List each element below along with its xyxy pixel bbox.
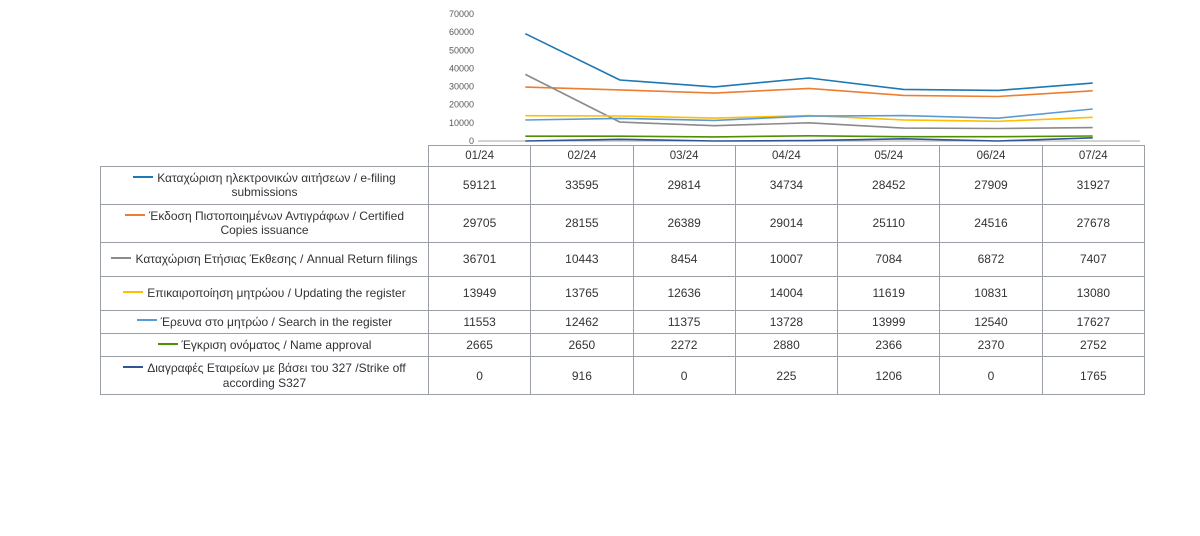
- table-cell: 14004: [735, 276, 837, 310]
- legend-cell-name: Έγκριση ονόματος / Name approval: [101, 333, 429, 356]
- legend-label: Καταχώριση ηλεκτρονικών αιτήσεων / e-fil…: [157, 171, 396, 199]
- column-header: 04/24: [735, 146, 837, 167]
- table-cell: 25110: [838, 204, 940, 242]
- column-header: 05/24: [838, 146, 940, 167]
- table-cell: 12462: [531, 310, 633, 333]
- legend-label: Διαγραφές Εταιρείων με βάσει του 327 /St…: [147, 361, 406, 389]
- table-cell: 36701: [428, 242, 530, 276]
- table-cell: 12636: [633, 276, 735, 310]
- table-cell: 24516: [940, 204, 1042, 242]
- table-cell: 225: [735, 357, 837, 395]
- table-cell: 33595: [531, 167, 633, 205]
- table-cell: 27678: [1042, 204, 1144, 242]
- svg-text:50000: 50000: [449, 45, 474, 55]
- table-cell: 12540: [940, 310, 1042, 333]
- table-cell: 13728: [735, 310, 837, 333]
- table-cell: 0: [633, 357, 735, 395]
- line-chart: 0 10000 20000 30000 40000 50000 60000 70000: [430, 10, 1150, 145]
- legend-cell-annual: Καταχώριση Ετήσιας Έκθεσης / Annual Retu…: [101, 242, 429, 276]
- table-cell: 29705: [428, 204, 530, 242]
- svg-text:70000: 70000: [449, 10, 474, 19]
- table-cell: 7407: [1042, 242, 1144, 276]
- table-row: Καταχώριση Ετήσιας Έκθεσης / Annual Retu…: [101, 242, 1145, 276]
- table-cell: 0: [428, 357, 530, 395]
- column-header: 01/24: [428, 146, 530, 167]
- table-cell: 28155: [531, 204, 633, 242]
- table-cell: 11553: [428, 310, 530, 333]
- table-cell: 13080: [1042, 276, 1144, 310]
- table-cell: 13949: [428, 276, 530, 310]
- table-cell: 34734: [735, 167, 837, 205]
- legend-cell-strike: Διαγραφές Εταιρείων με βάσει του 327 /St…: [101, 357, 429, 395]
- legend-swatch-icon: [137, 319, 157, 321]
- legend-label: Έγκριση ονόματος / Name approval: [182, 338, 372, 352]
- data-table: 01/2402/2403/2404/2405/2406/2407/24 Καταχ…: [100, 145, 1145, 395]
- table-cell: 11375: [633, 310, 735, 333]
- table-cell: 27909: [940, 167, 1042, 205]
- table-row: Έκδοση Πιστοποιημένων Αντιγράφων / Certi…: [101, 204, 1145, 242]
- legend-label: Επικαιροποίηση μητρώου / Updating the re…: [147, 286, 405, 300]
- table-cell: 29014: [735, 204, 837, 242]
- table-cell: 13999: [838, 310, 940, 333]
- legend-cell-updating: Επικαιροποίηση μητρώου / Updating the re…: [101, 276, 429, 310]
- table-cell: 31927: [1042, 167, 1144, 205]
- table-cell: 2665: [428, 333, 530, 356]
- legend-swatch-icon: [125, 214, 145, 216]
- svg-text:30000: 30000: [449, 82, 474, 92]
- legend-swatch-icon: [123, 366, 143, 368]
- table-cell: 10007: [735, 242, 837, 276]
- table-row: Διαγραφές Εταιρείων με βάσει του 327 /St…: [101, 357, 1145, 395]
- chart-area: 0 10000 20000 30000 40000 50000 60000 70000: [430, 10, 1150, 145]
- legend-swatch-icon: [158, 343, 178, 345]
- column-header: 06/24: [940, 146, 1042, 167]
- table-cell: 28452: [838, 167, 940, 205]
- table-cell: 29814: [633, 167, 735, 205]
- table-row: Έγκριση ονόματος / Name approval 26652650…: [101, 333, 1145, 356]
- legend-header-spacer: [101, 146, 429, 167]
- legend-swatch-icon: [111, 257, 131, 259]
- column-header: 02/24: [531, 146, 633, 167]
- table-row: Έρευνα στο μητρώο / Search in the regist…: [101, 310, 1145, 333]
- svg-text:40000: 40000: [449, 63, 474, 73]
- table-cell: 7084: [838, 242, 940, 276]
- table-cell: 26389: [633, 204, 735, 242]
- svg-text:0: 0: [469, 136, 474, 145]
- table-cell: 2370: [940, 333, 1042, 356]
- table-cell: 916: [531, 357, 633, 395]
- table-row: Επικαιροποίηση μητρώου / Updating the re…: [101, 276, 1145, 310]
- svg-text:20000: 20000: [449, 100, 474, 110]
- table-cell: 2752: [1042, 333, 1144, 356]
- table-cell: 10831: [940, 276, 1042, 310]
- legend-cell-efiling: Καταχώριση ηλεκτρονικών αιτήσεων / e-fil…: [101, 167, 429, 205]
- legend-label: Έρευνα στο μητρώο / Search in the regist…: [161, 315, 393, 329]
- legend-swatch-icon: [133, 176, 153, 178]
- table-cell: 0: [940, 357, 1042, 395]
- table-cell: 10443: [531, 242, 633, 276]
- legend-label: Καταχώριση Ετήσιας Έκθεσης / Annual Retu…: [135, 252, 417, 266]
- legend-label: Έκδοση Πιστοποιημένων Αντιγράφων / Certi…: [149, 209, 404, 237]
- legend-cell-search: Έρευνα στο μητρώο / Search in the regist…: [101, 310, 429, 333]
- legend-swatch-icon: [123, 291, 143, 293]
- table-cell: 8454: [633, 242, 735, 276]
- svg-text:60000: 60000: [449, 27, 474, 37]
- table-cell: 1765: [1042, 357, 1144, 395]
- table-cell: 2650: [531, 333, 633, 356]
- table-cell: 1206: [838, 357, 940, 395]
- svg-text:10000: 10000: [449, 118, 474, 128]
- table-cell: 2272: [633, 333, 735, 356]
- table-cell: 59121: [428, 167, 530, 205]
- column-header: 07/24: [1042, 146, 1144, 167]
- table-cell: 2880: [735, 333, 837, 356]
- table-cell: 11619: [838, 276, 940, 310]
- report-panel: 0 10000 20000 30000 40000 50000 60000 70000 01/…: [0, 0, 1200, 536]
- table-cell: 17627: [1042, 310, 1144, 333]
- column-header: 03/24: [633, 146, 735, 167]
- table-cell: 2366: [838, 333, 940, 356]
- table-cell: 13765: [531, 276, 633, 310]
- table-cell: 6872: [940, 242, 1042, 276]
- legend-cell-certified: Έκδοση Πιστοποιημένων Αντιγράφων / Certi…: [101, 204, 429, 242]
- table-row: Καταχώριση ηλεκτρονικών αιτήσεων / e-fil…: [101, 167, 1145, 205]
